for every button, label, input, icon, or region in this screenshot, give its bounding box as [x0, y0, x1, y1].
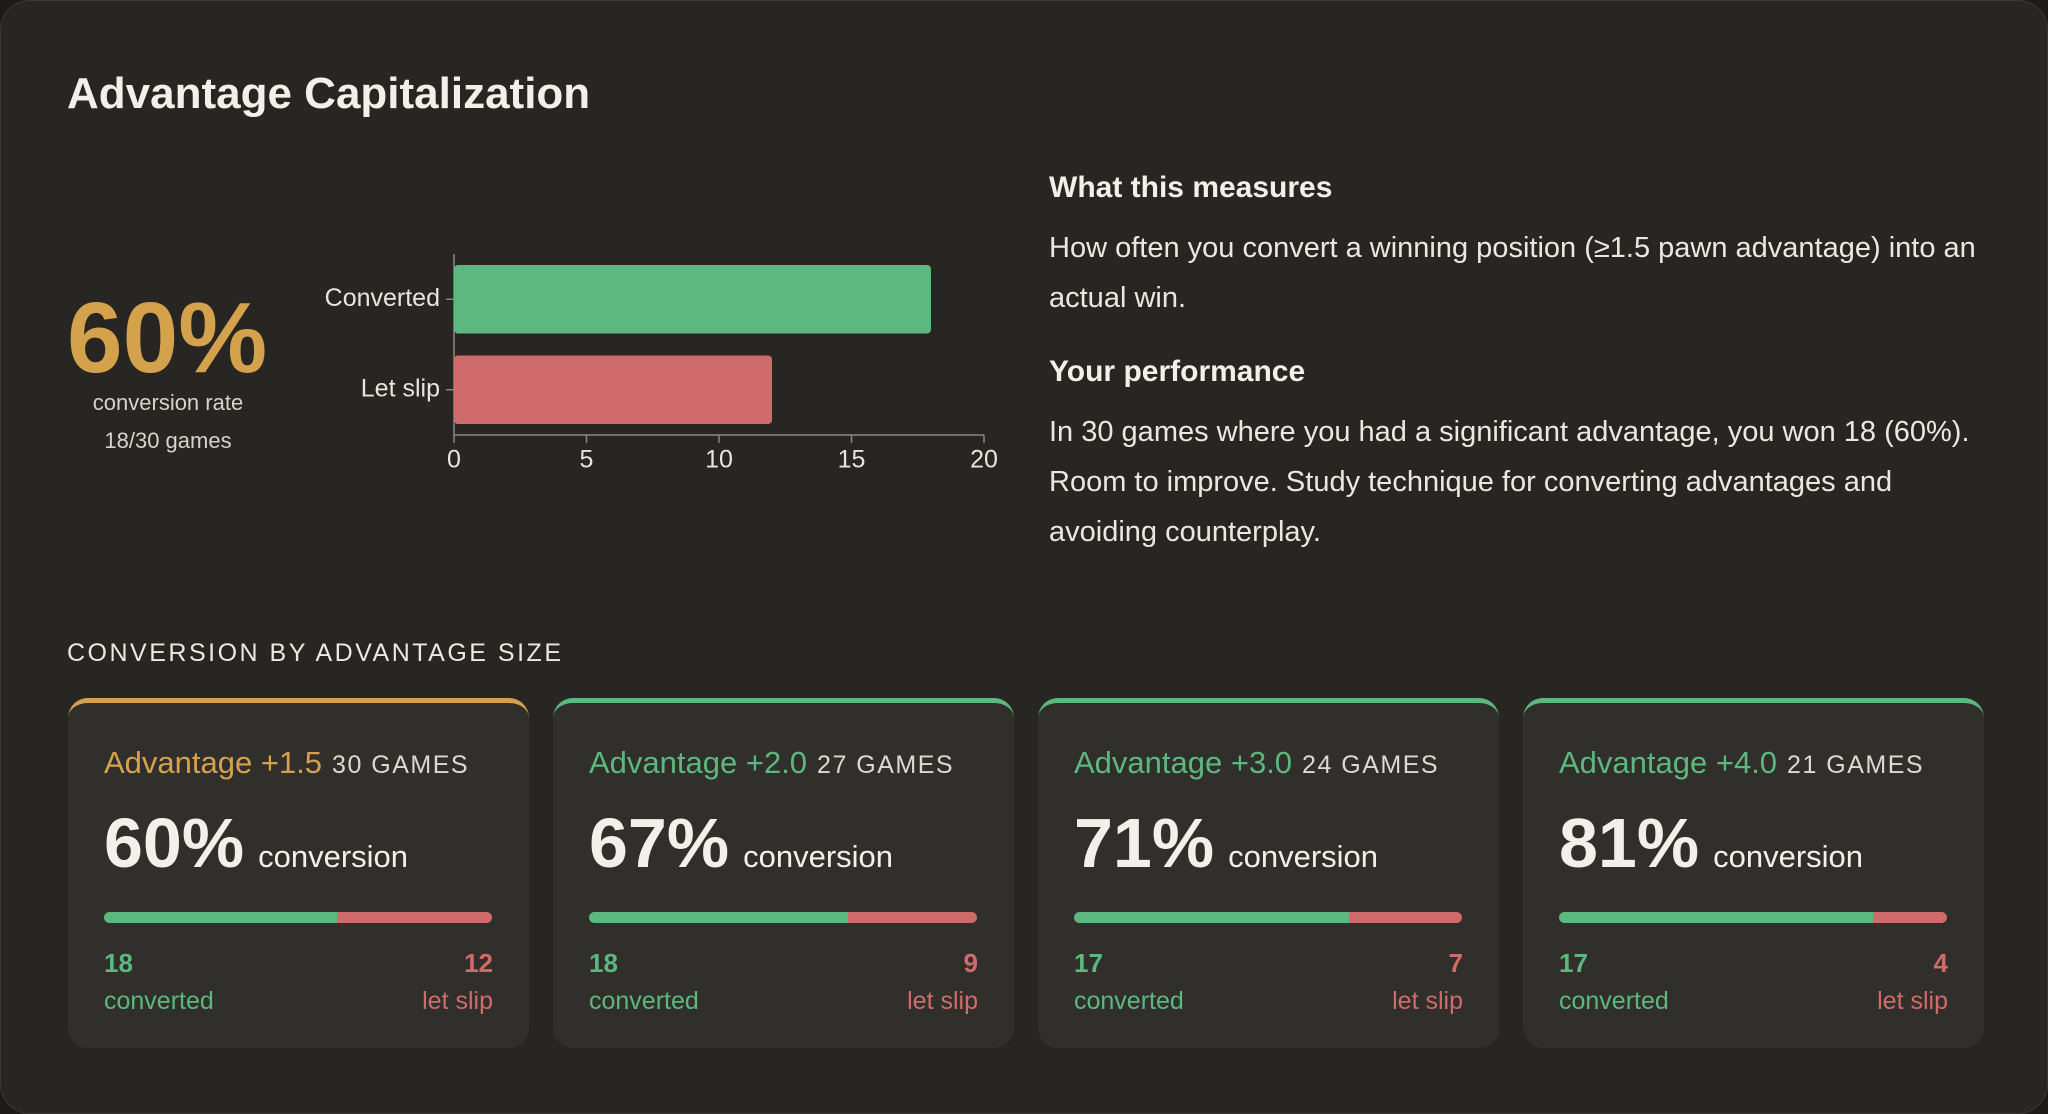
paragraph: In 30 games where you had a significant … — [1049, 416, 1970, 548]
card-games: 21 GAMES — [1787, 751, 1925, 779]
rate-caption: conversion — [1713, 839, 1864, 874]
let-slip-count: 12 — [464, 948, 493, 978]
card-title: Advantage +2.0 27 GAMES — [589, 745, 954, 781]
card: Advantage +4.0 21 GAMES 81% conversion 17 con… — [1523, 698, 1984, 1048]
converted-label: converted — [1559, 987, 1669, 1015]
x-tick-label: 0 — [447, 446, 461, 474]
card-rate: 81% conversion — [1559, 803, 1863, 883]
section-label: CONVERSION BY ADVANTAGE SIZE — [67, 639, 564, 667]
let-slip-label: let slip — [1877, 987, 1948, 1015]
let-slip-count: 9 — [963, 948, 978, 978]
card-label: Advantage +3.0 — [1074, 745, 1293, 780]
rate-caption: conversion — [1228, 839, 1379, 874]
card-rate: 60% conversion — [104, 803, 408, 883]
summary-detail: 18/30 games — [104, 428, 232, 453]
x-tick-label: 20 — [970, 446, 998, 474]
y-tick-label: Converted — [325, 284, 440, 312]
summary-caption: conversion rate — [92, 390, 244, 415]
rate-value: 81% — [1559, 804, 1700, 882]
card-games: 24 GAMES — [1302, 751, 1440, 779]
card: Advantage +3.0 24 GAMES 71% conversion 17 con… — [1038, 698, 1499, 1048]
let-slip-label: let slip — [907, 987, 978, 1015]
card: Advantage +1.5 30 GAMES 60% conversion 18 con… — [68, 698, 529, 1048]
paragraph: How often you convert a winning position… — [1049, 232, 1976, 314]
converted-label: converted — [1074, 987, 1184, 1015]
let-slip-count: 7 — [1448, 948, 1463, 978]
bar-segment — [1074, 912, 1349, 923]
rate-value: 71% — [1074, 804, 1215, 882]
summary-rate: 60% — [67, 282, 268, 394]
split-bar — [1074, 912, 1462, 923]
converted-label: converted — [589, 987, 699, 1015]
y-tick-label: Let slip — [361, 374, 440, 402]
card-label: Advantage +1.5 — [104, 745, 323, 780]
rate-caption: conversion — [258, 839, 409, 874]
split-bar — [1559, 912, 1947, 923]
split-bar — [589, 912, 977, 923]
converted-count: 17 — [1559, 948, 1588, 978]
card-label: Advantage +4.0 — [1559, 745, 1778, 780]
rate-value: 67% — [589, 804, 730, 882]
bar-segment — [589, 912, 848, 923]
converted-count: 18 — [104, 948, 133, 978]
let-slip-label: let slip — [422, 987, 493, 1015]
x-tick-label: 10 — [705, 446, 733, 474]
x-tick-label: 15 — [838, 446, 866, 474]
let-slip-count: 4 — [1933, 948, 1948, 978]
converted-count: 17 — [1074, 948, 1103, 978]
heading: Your performance — [1049, 355, 1306, 388]
card-title: Advantage +3.0 24 GAMES — [1074, 745, 1439, 781]
bar-segment — [1873, 912, 1947, 923]
card-title: Advantage +4.0 21 GAMES — [1559, 745, 1924, 781]
rate-value: 60% — [104, 804, 245, 882]
card: Advantage +2.0 27 GAMES 67% conversion 18 con… — [553, 698, 1014, 1048]
bar-segment — [104, 912, 337, 923]
x-tick-label: 5 — [580, 446, 594, 474]
rate-caption: conversion — [743, 839, 894, 874]
bar-segment — [336, 912, 492, 923]
let-slip-label: let slip — [1392, 987, 1463, 1015]
card-label: Advantage +2.0 — [589, 745, 808, 780]
converted-count: 18 — [589, 948, 618, 978]
card-rate: 67% conversion — [589, 803, 893, 883]
split-bar — [104, 912, 492, 923]
bar-segment — [1559, 912, 1874, 923]
bar-segment — [847, 912, 977, 923]
card-games: 27 GAMES — [817, 751, 955, 779]
bar — [454, 265, 931, 334]
card-title: Advantage +1.5 30 GAMES — [104, 745, 469, 781]
converted-label: converted — [104, 987, 214, 1015]
heading: What this measures — [1049, 171, 1333, 204]
chart: 0 5 10 15 20 Converted Let slip — [325, 254, 998, 474]
bar — [454, 355, 772, 424]
card-games: 30 GAMES — [332, 751, 470, 779]
card-rate: 71% conversion — [1074, 803, 1378, 883]
title: Advantage Capitalization — [67, 69, 591, 118]
bar-segment — [1348, 912, 1462, 923]
